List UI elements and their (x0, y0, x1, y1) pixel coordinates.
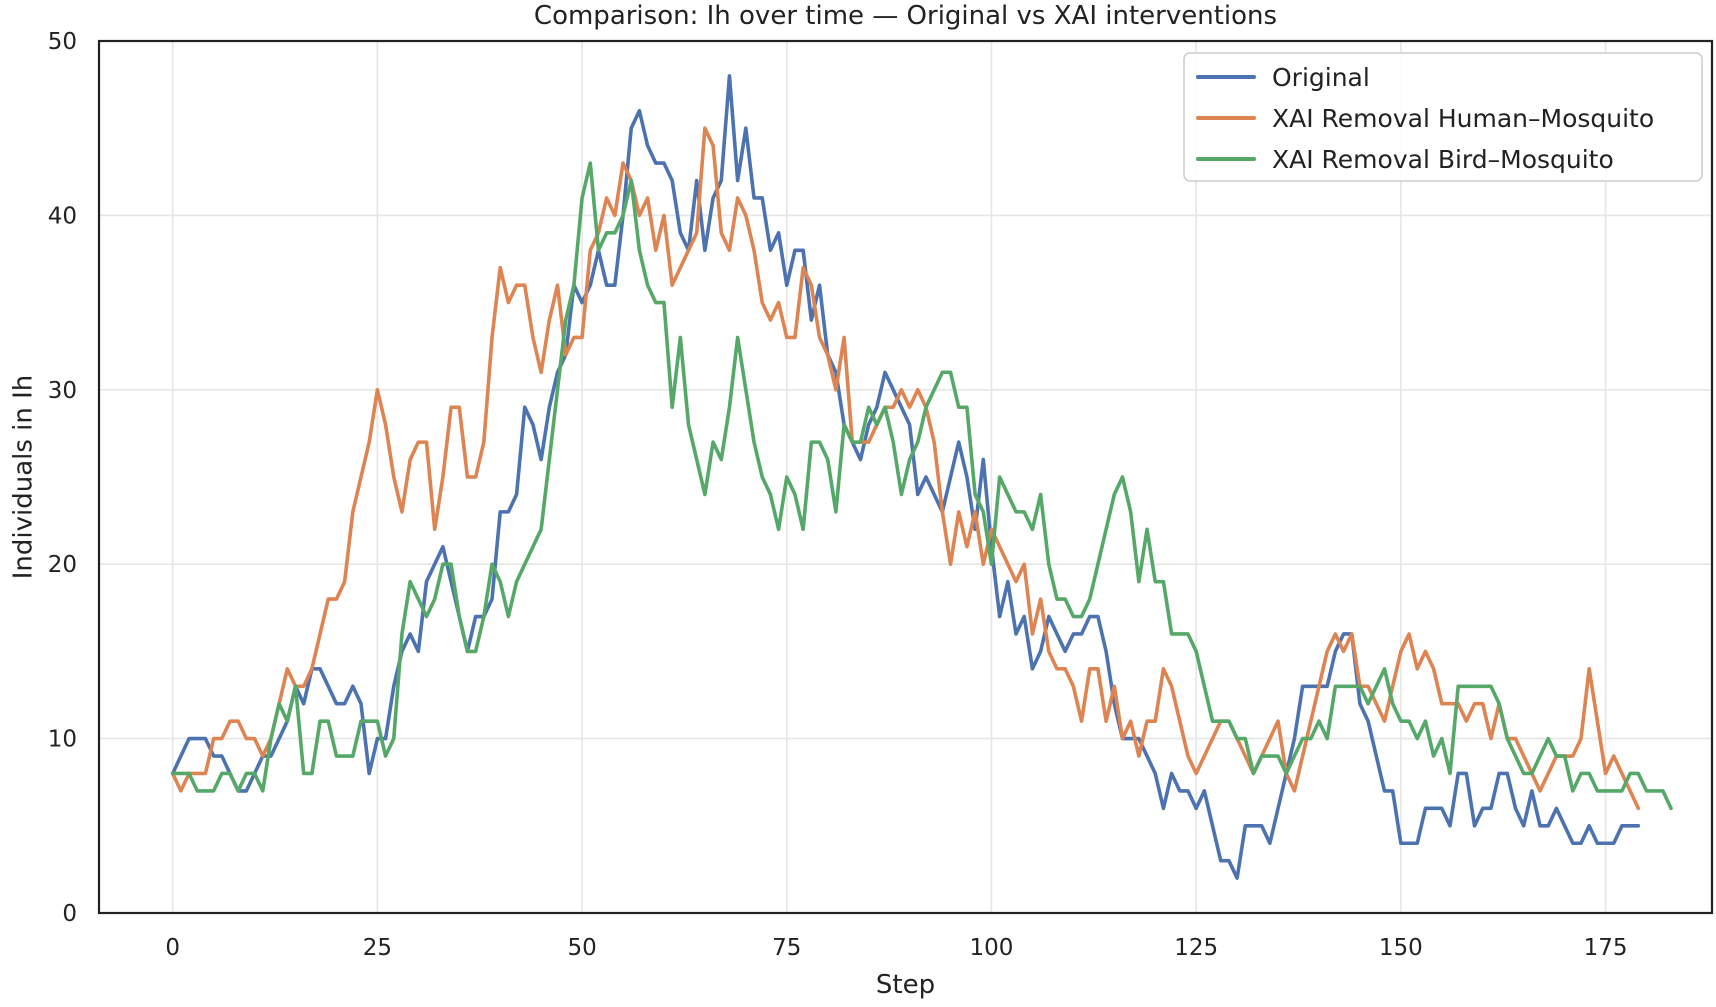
y-tick-label: 50 (48, 29, 77, 55)
series-line-1 (170, 126, 1641, 811)
plot-frame (97, 39, 1714, 915)
x-tick-label: 0 (165, 935, 180, 961)
x-tick-label: 125 (1174, 935, 1218, 961)
legend-box (1183, 52, 1703, 182)
x-tick-label: 75 (772, 935, 801, 961)
y-tick-label: 10 (48, 727, 77, 753)
series-line-0 (170, 74, 1641, 880)
y-tick-label: 20 (48, 552, 77, 578)
series-line-2 (170, 161, 1673, 811)
x-tick-label: 175 (1584, 935, 1628, 961)
legend-entry-2: XAI Removal Bird–Mosquito (1272, 145, 1614, 174)
axis-ticks: 0 25 50 75 100 125 150 175 0 10 20 30 40 50 (48, 29, 1628, 961)
x-tick-label: 25 (363, 935, 392, 961)
x-tick-label: 50 (567, 935, 596, 961)
series-lines (170, 74, 1673, 880)
legend: Original XAI Removal Human–Mosquito XAI Re… (1183, 52, 1703, 182)
x-tick-label: 100 (970, 935, 1014, 961)
legend-entry-1: XAI Removal Human–Mosquito (1272, 104, 1654, 133)
x-axis-label: Step (876, 970, 935, 1000)
x-tick-label: 150 (1379, 935, 1423, 961)
y-tick-label: 30 (48, 378, 77, 404)
legend-entry-0: Original (1272, 63, 1370, 92)
y-tick-label: 40 (48, 203, 77, 229)
chart-title: Comparison: Ih over time — Original vs X… (534, 1, 1277, 31)
y-tick-label: 0 (62, 901, 77, 927)
y-axis-label: Individuals in Ih (9, 375, 39, 580)
